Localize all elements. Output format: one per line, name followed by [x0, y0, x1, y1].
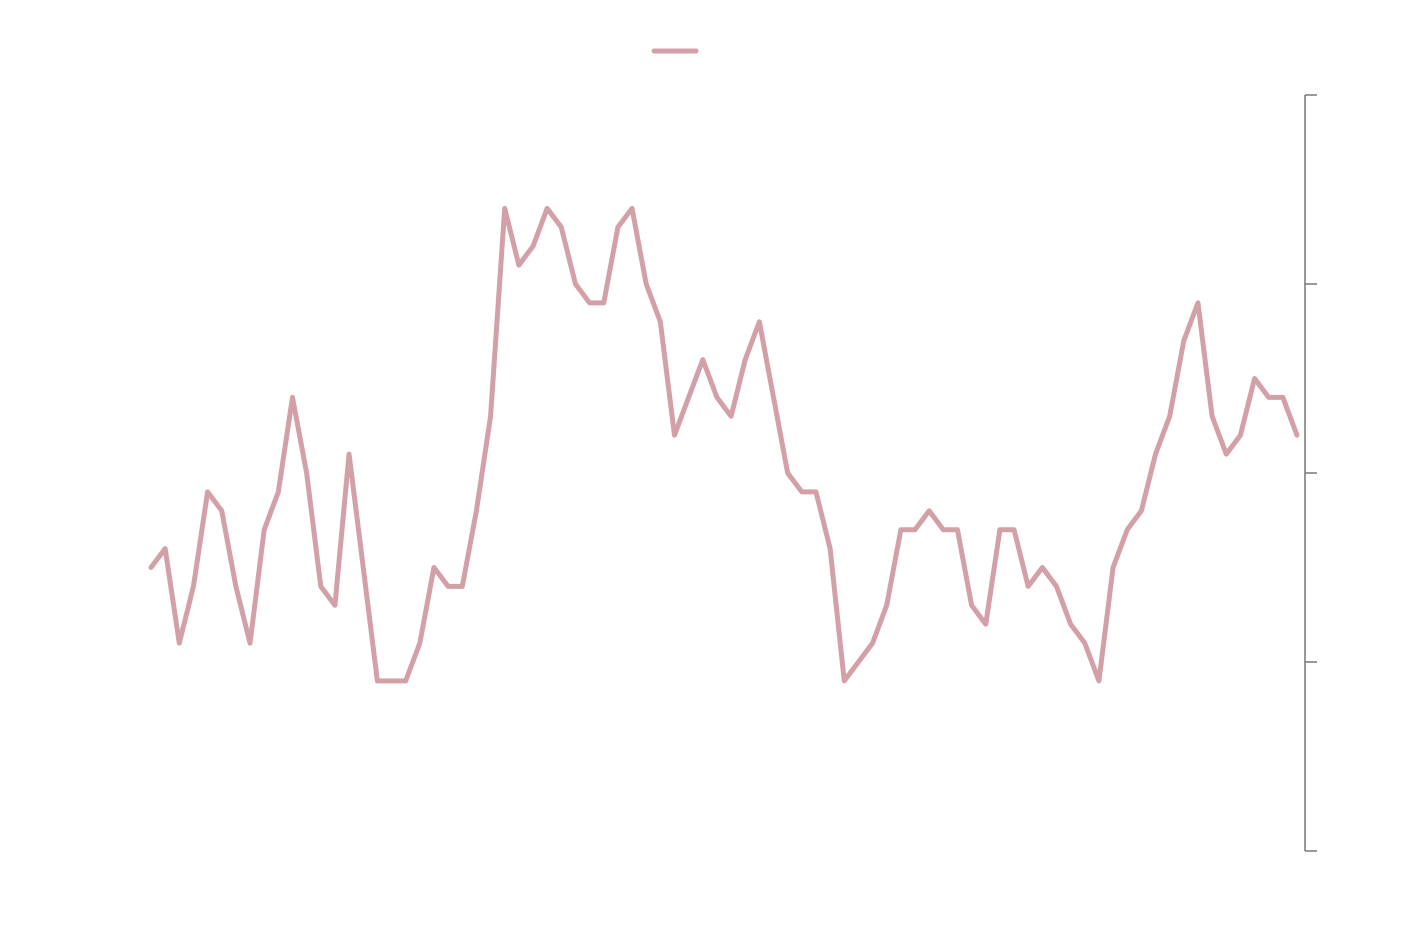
data-line: [148, 205, 1300, 684]
